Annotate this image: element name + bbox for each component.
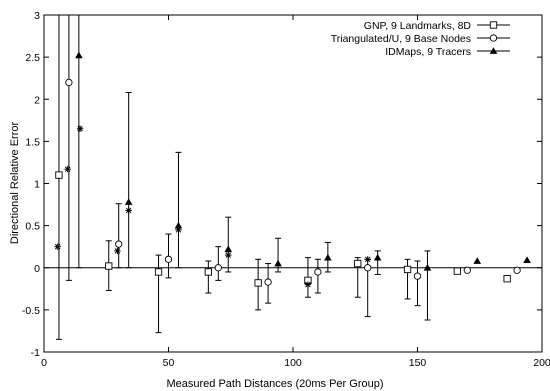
star-stroke [175,227,182,233]
point-star [64,165,71,173]
legend-label-gnp: GNP, 9 Landmarks, 8D [364,20,472,32]
y-tick-label: 2.5 [25,52,40,64]
point-triangulated [214,264,222,272]
x-tick-label: 100 [284,357,302,369]
star-stroke [64,166,71,172]
legend-label-triangulated: Triangulated/U, 9 Base Nodes [331,33,471,45]
point-idmaps [124,198,133,205]
x-tick-label: 150 [409,357,427,369]
point-gnp [453,267,461,275]
point-gnp [354,259,362,268]
y-tick-label: 1 [34,179,40,191]
star-stroke [77,125,83,132]
star-stroke [225,252,232,258]
y-tick-label: -1 [31,347,40,359]
point-gnp [503,275,511,283]
star-stroke [305,281,311,288]
y-axis-label: Directional Relative Error [9,122,21,245]
point-triangulated [364,264,372,272]
point-idmaps [324,253,332,261]
point-star [54,243,61,250]
point-gnp [55,171,63,179]
point-idmaps [274,259,282,267]
x-tick-label: 200 [533,357,550,369]
point-triangulated [463,266,471,274]
star-stroke [114,248,121,254]
legend-marker-idmaps [489,47,498,54]
point-idmaps [423,263,432,271]
point-triangulated [513,266,521,274]
y-tick-label: 1.5 [25,136,40,148]
point-gnp [403,265,412,274]
point-star [114,247,121,255]
point-gnp [154,268,163,276]
y-tick-label: 2 [34,94,40,106]
point-idmaps [523,256,531,264]
y-tick-label: -0.5 [22,305,40,317]
point-idmaps [473,257,482,264]
tick-layer: 0 50 100 150 200 -1 -0.5 0 0.5 1 1.5 2 2.5 3 [22,10,550,369]
point-star [304,281,312,288]
plot-frame-layer [43,14,543,353]
plot-frame [43,14,543,353]
star-stroke [364,256,371,263]
point-star [175,226,182,234]
point-triangulated [65,78,73,87]
legend-label-idmaps: IDMaps, 9 Tracers [385,46,471,58]
point-idmaps [224,245,233,253]
star-stroke [125,207,132,214]
point-idmaps [174,221,183,229]
point-star [76,125,84,132]
x-tick-label: 0 [41,357,47,369]
point-triangulated [264,278,272,286]
y-tick-label: 0.5 [25,221,40,233]
point-idmaps [75,51,83,59]
y-tick-label: 3 [34,10,40,22]
marker-layer [54,51,531,288]
point-gnp [105,262,113,270]
point-triangulated [164,255,173,263]
point-idmaps [373,253,382,261]
point-triangulated [115,240,123,248]
legend: GNP, 9 Landmarks, 8D Triangulated/U, 9 B… [331,20,510,58]
x-axis-label: Measured Path Distances (20ms Per Group) [166,378,383,390]
point-gnp [204,268,212,276]
errorbar-layer [55,14,431,340]
y-tick-label: 0 [34,263,40,275]
point-triangulated [314,268,322,276]
x-tick-label: 50 [163,357,175,369]
star-stroke [54,243,61,250]
point-star [364,256,371,263]
legend-marker-triangulated [489,34,498,42]
point-triangulated [413,272,422,280]
point-star [225,251,232,259]
point-gnp [254,279,262,287]
legend-marker-gnp [489,21,498,29]
point-star [125,207,132,214]
